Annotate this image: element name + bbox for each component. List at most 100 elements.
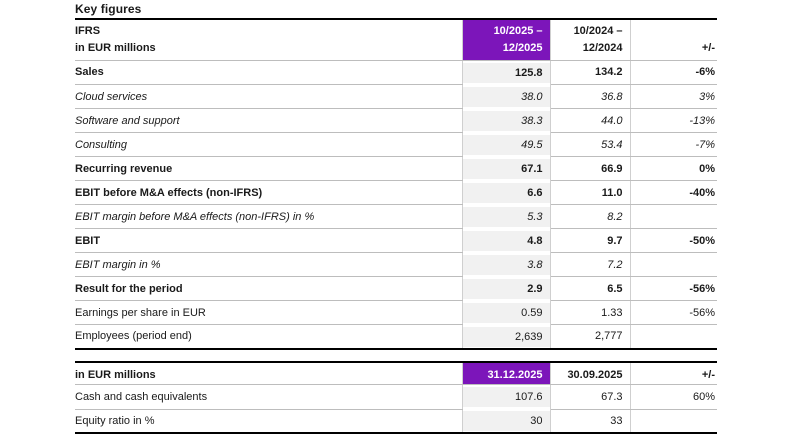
value-change: -40% [629,180,717,205]
value-current-cell: 49.5 [461,132,551,157]
value-change: -56% [629,300,717,325]
row-label: Earnings per share in EUR [75,300,462,325]
table-row: EBIT before M&A effects (non-IFRS) 6.6 1… [75,180,717,205]
row-label: Sales [75,60,462,85]
value-current-cell: 30 [461,409,551,434]
value-prior: 9.7 [550,228,630,253]
value-current: 0.59 [463,302,549,323]
row-label: EBIT margin in % [75,252,462,277]
value-prior: 1.33 [550,300,630,325]
table-row: EBIT 4.8 9.7 -50% [75,228,717,253]
row-label: Software and support [75,108,462,133]
header-prior-date-cell: 30.09.2025 [550,360,630,385]
value-current: 5.3 [463,206,549,227]
balance-table-body: Cash and cash equivalents 107.6 67.3 60%… [75,384,717,434]
value-current-cell: 3.8 [461,252,551,277]
row-label: Equity ratio in % [75,409,462,434]
value-current: 4.8 [463,230,549,251]
prior-period-line1: 10/2024 – [573,24,623,37]
value-current: 107.6 [463,387,549,407]
table-row: Cloud services 38.0 36.8 3% [75,84,717,109]
value-current-cell: 67.1 [461,156,551,181]
value-current-cell: 2,639 [461,324,551,350]
header-ifrs-label: IFRS [75,24,101,37]
header-label-cell: IFRS in EUR millions [75,18,462,61]
row-label: Result for the period [75,276,462,301]
value-change: 3% [629,84,717,109]
key-figures-table-header: IFRS in EUR millions 10/2025 – 12/2025 1… [75,18,717,61]
value-change: -56% [629,276,717,301]
value-current-cell: 6.6 [461,180,551,205]
value-change: -50% [629,228,717,253]
row-label: Employees (period end) [75,324,462,350]
value-prior: 53.4 [550,132,630,157]
current-period-line1: 10/2025 – [493,24,543,37]
header-change-cell: +/- [629,18,717,61]
header-row: IFRS in EUR millions 10/2025 – 12/2025 1… [75,18,717,61]
value-current: 30 [463,411,549,431]
row-label: EBIT margin before M&A effects (non-IFRS… [75,204,462,229]
value-change: 0% [629,156,717,181]
value-prior: 6.5 [550,276,630,301]
value-change [629,324,717,350]
table-row: Sales 125.8 134.2 -6% [75,60,717,85]
balance-figures-table: in EUR millions 31.12.2025 30.09.2025 +/… [75,360,717,434]
table-row: Result for the period 2.9 6.5 -56% [75,276,717,301]
header-change-cell: +/- [629,360,717,385]
value-prior: 134.2 [550,60,630,85]
value-current: 2.9 [463,278,549,299]
value-current-cell: 107.6 [461,384,551,409]
change-column-label: +/- [701,41,715,54]
row-label: Consulting [75,132,462,157]
value-current-cell: 38.3 [461,108,551,133]
header-unit-label: in EUR millions [75,41,156,54]
key-figures-table: IFRS in EUR millions 10/2025 – 12/2025 1… [75,18,717,350]
page-title: Key figures [75,2,142,16]
header-label-cell: in EUR millions [75,360,462,385]
balance-table-header: in EUR millions 31.12.2025 30.09.2025 +/… [75,360,717,385]
value-prior: 33 [550,409,630,434]
value-current-cell: 2.9 [461,276,551,301]
table-row: Recurring revenue 67.1 66.9 0% [75,156,717,181]
value-current: 6.6 [463,182,549,203]
table-row: Earnings per share in EUR 0.59 1.33 -56% [75,300,717,325]
table-row: Employees (period end) 2,639 2,777 [75,324,717,350]
value-current-cell: 0.59 [461,300,551,325]
prior-period-line2: 12/2024 [582,41,623,54]
header-current-date-cell: 31.12.2025 [461,360,551,385]
table-row: Consulting 49.5 53.4 -7% [75,132,717,157]
value-prior: 2,777 [550,324,630,350]
value-current: 49.5 [463,134,549,155]
header-current-period-cell: 10/2025 – 12/2025 [461,18,551,61]
value-change: -7% [629,132,717,157]
value-prior: 11.0 [550,180,630,205]
row-label: EBIT [75,228,462,253]
table-row: EBIT margin in % 3.8 7.2 [75,252,717,277]
value-current: 67.1 [463,158,549,179]
value-change: -13% [629,108,717,133]
row-label: EBIT before M&A effects (non-IFRS) [75,180,462,205]
row-label: Recurring revenue [75,156,462,181]
value-prior: 66.9 [550,156,630,181]
value-prior: 7.2 [550,252,630,277]
value-current: 3.8 [463,254,549,275]
value-current: 2,639 [463,326,549,347]
value-prior: 44.0 [550,108,630,133]
row-label: Cloud services [75,84,462,109]
value-prior: 8.2 [550,204,630,229]
value-current: 38.3 [463,110,549,131]
value-change: -6% [629,60,717,85]
value-prior: 36.8 [550,84,630,109]
value-change: 60% [629,384,717,410]
header-prior-period-cell: 10/2024 – 12/2024 [550,18,630,61]
table-row: EBIT margin before M&A effects (non-IFRS… [75,204,717,229]
table-row: Software and support 38.3 44.0 -13% [75,108,717,133]
value-current-cell: 5.3 [461,204,551,229]
value-current: 38.0 [463,86,549,107]
value-current-cell: 4.8 [461,228,551,253]
header-row: in EUR millions 31.12.2025 30.09.2025 +/… [75,360,717,385]
value-prior: 67.3 [550,384,630,410]
value-current-cell: 125.8 [461,60,551,85]
value-current: 125.8 [463,62,549,83]
